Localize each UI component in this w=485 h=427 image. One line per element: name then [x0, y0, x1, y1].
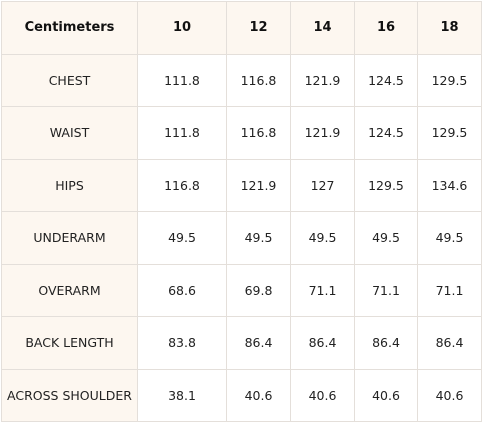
- table-cell: 116.8: [226, 53, 291, 107]
- table-cell: 111.8: [137, 53, 227, 107]
- corner-header: Centimeters: [1, 1, 138, 55]
- table-cell: 40.6: [354, 368, 418, 422]
- table-cell: 129.5: [354, 158, 418, 212]
- table-cell: 49.5: [354, 211, 418, 265]
- column-header-size: 18: [417, 1, 482, 55]
- size-chart-table: Centimeters 10 12 14 16 18 CHEST 111.8 1…: [1, 1, 482, 422]
- column-header-size: 10: [137, 1, 227, 55]
- row-label: ACROSS SHOULDER: [1, 368, 138, 422]
- table-cell: 69.8: [226, 263, 291, 317]
- table-cell: 129.5: [417, 106, 482, 160]
- table-cell: 86.4: [354, 316, 418, 370]
- table-cell: 124.5: [354, 106, 418, 160]
- table-cell: 83.8: [137, 316, 227, 370]
- column-header-size: 14: [290, 1, 355, 55]
- table-cell: 86.4: [290, 316, 355, 370]
- row-label: HIPS: [1, 158, 138, 212]
- table-row: OVERARM 68.6 69.8 71.1 71.1 71.1: [1, 263, 482, 317]
- header-row: Centimeters 10 12 14 16 18: [1, 1, 482, 55]
- table-cell: 86.4: [226, 316, 291, 370]
- table-cell: 116.8: [137, 158, 227, 212]
- table-cell: 40.6: [226, 368, 291, 422]
- table-cell: 49.5: [226, 211, 291, 265]
- table-cell: 124.5: [354, 53, 418, 107]
- table-cell: 40.6: [417, 368, 482, 422]
- table-cell: 129.5: [417, 53, 482, 107]
- table-cell: 71.1: [417, 263, 482, 317]
- table-cell: 111.8: [137, 106, 227, 160]
- table-cell: 68.6: [137, 263, 227, 317]
- table-cell: 49.5: [290, 211, 355, 265]
- row-label: UNDERARM: [1, 211, 138, 265]
- table-cell: 121.9: [290, 53, 355, 107]
- table-cell: 134.6: [417, 158, 482, 212]
- table-cell: 71.1: [290, 263, 355, 317]
- table-row: ACROSS SHOULDER 38.1 40.6 40.6 40.6 40.6: [1, 368, 482, 422]
- table-cell: 71.1: [354, 263, 418, 317]
- table-cell: 49.5: [137, 211, 227, 265]
- column-header-size: 12: [226, 1, 291, 55]
- table-cell: 121.9: [290, 106, 355, 160]
- table-row: CHEST 111.8 116.8 121.9 124.5 129.5: [1, 53, 482, 107]
- table-cell: 86.4: [417, 316, 482, 370]
- row-label: CHEST: [1, 53, 138, 107]
- column-header-size: 16: [354, 1, 418, 55]
- row-label: BACK LENGTH: [1, 316, 138, 370]
- table-cell: 116.8: [226, 106, 291, 160]
- table-cell: 40.6: [290, 368, 355, 422]
- table-row: WAIST 111.8 116.8 121.9 124.5 129.5: [1, 106, 482, 160]
- table-row: UNDERARM 49.5 49.5 49.5 49.5 49.5: [1, 211, 482, 265]
- table-cell: 38.1: [137, 368, 227, 422]
- table-cell: 121.9: [226, 158, 291, 212]
- table-cell: 127: [290, 158, 355, 212]
- row-label: WAIST: [1, 106, 138, 160]
- row-label: OVERARM: [1, 263, 138, 317]
- table-row: BACK LENGTH 83.8 86.4 86.4 86.4 86.4: [1, 316, 482, 370]
- size-chart: Centimeters 10 12 14 16 18 CHEST 111.8 1…: [1, 1, 482, 422]
- table-cell: 49.5: [417, 211, 482, 265]
- table-row: HIPS 116.8 121.9 127 129.5 134.6: [1, 158, 482, 212]
